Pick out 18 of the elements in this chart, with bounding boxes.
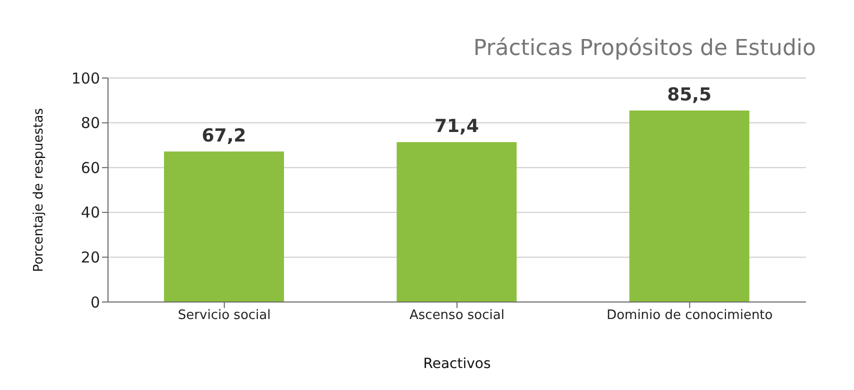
y-axis-title: Porcentaje de respuestas	[32, 108, 47, 272]
x-axis-title: Reactivos	[423, 356, 491, 372]
bar	[396, 142, 517, 302]
bar	[629, 110, 750, 302]
bar	[164, 151, 284, 302]
y-tick-label: 20	[80, 248, 100, 267]
y-tick-label: 60	[80, 158, 100, 177]
data-label: 85,5	[667, 84, 712, 106]
y-tick-label: 100	[71, 69, 100, 88]
y-tick-label: 0	[90, 293, 100, 312]
x-tick-label: Ascenso social	[410, 308, 504, 324]
data-label: 71,4	[434, 116, 479, 138]
y-tick-label: 80	[80, 114, 100, 132]
data-label: 67,2	[202, 125, 246, 146]
x-tick-label: Servicio social	[178, 308, 271, 324]
chart-title: Prácticas Propósitos de Estudio	[473, 36, 816, 61]
y-tick-label: 40	[80, 204, 100, 222]
x-tick-label: Dominio de conocimiento	[606, 308, 773, 324]
